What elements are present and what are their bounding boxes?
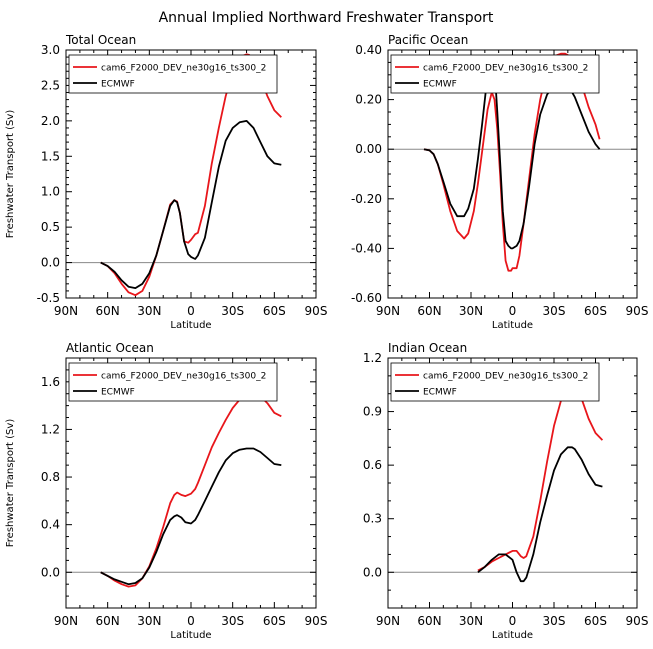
legend-box <box>390 54 600 94</box>
y-tick-label: 1.6 <box>41 375 60 389</box>
y-tick-label: -0.5 <box>37 291 60 305</box>
legend-label: cam6_F2000_DEV_ne30g16_ts300_2 <box>423 64 588 74</box>
y-tick-label: 0.40 <box>355 43 382 57</box>
y-tick-label: 2.0 <box>41 114 60 128</box>
x-tick-label: 90N <box>376 614 400 628</box>
series-line-cam6 <box>100 391 282 588</box>
y-tick-label: 0.8 <box>41 470 60 484</box>
x-tick-label: 0 <box>187 304 195 318</box>
x-tick-label: 60N <box>417 614 441 628</box>
legend-label: ECMWF <box>101 388 135 398</box>
x-tick-label: 0 <box>509 614 517 628</box>
x-tick-label: 90S <box>305 614 328 628</box>
y-tick-label: 0.0 <box>41 565 60 579</box>
x-tick-label: 60N <box>96 304 120 318</box>
x-tick-label: 30N <box>459 304 483 318</box>
x-tick-label: 0 <box>187 614 195 628</box>
legend-label: ECMWF <box>423 80 457 90</box>
y-tick-label: 1.2 <box>363 351 382 365</box>
x-tick-label: 90S <box>305 304 328 318</box>
y-tick-label: 0.5 <box>41 220 60 234</box>
plot-frame <box>65 49 317 299</box>
series-line-ecmwf <box>100 447 282 586</box>
y-tick-label: 0.9 <box>363 405 382 419</box>
y-axis-label: Freshwater Transport (Sv) <box>5 110 16 239</box>
panel-title: Total Ocean <box>65 33 136 47</box>
panel-title: Pacific Ocean <box>388 33 468 47</box>
plot-frame <box>65 357 317 609</box>
legend: cam6_F2000_DEV_ne30g16_ts300_2 ECMWF <box>68 362 278 402</box>
x-tick-label: 30N <box>459 614 483 628</box>
y-tick-label: 0.0 <box>41 256 60 270</box>
y-tick-label: 1.0 <box>41 185 60 199</box>
legend-label: ECMWF <box>101 80 135 90</box>
legend-label: cam6_F2000_DEV_ne30g16_ts300_2 <box>423 372 588 382</box>
panel-title: Indian Ocean <box>388 341 467 355</box>
x-tick-label: 60N <box>417 304 441 318</box>
y-tick-label: 0.00 <box>355 142 382 156</box>
y-axis-label: Freshwater Transport (Sv) <box>5 419 16 548</box>
plot-frame <box>387 49 638 299</box>
x-tick-label: 60S <box>584 304 607 318</box>
y-tick-label: 0.0 <box>363 565 382 579</box>
panel-title: Atlantic Ocean <box>66 341 154 355</box>
y-tick-label: 0.3 <box>363 512 382 526</box>
x-tick-label: 60S <box>584 614 607 628</box>
legend: cam6_F2000_DEV_ne30g16_ts300_2 ECMWF <box>390 362 600 402</box>
y-tick-label: 1.5 <box>41 149 60 163</box>
series-line-cam6 <box>477 383 604 572</box>
y-tick-label: 0.6 <box>363 458 382 472</box>
x-tick-label: 30N <box>137 614 161 628</box>
plot-frame <box>387 357 638 609</box>
x-tick-label: 30N <box>137 304 161 318</box>
y-tick-label: 1.2 <box>41 422 60 436</box>
series-line-ecmwf <box>100 120 282 289</box>
y-tick-label: 0.20 <box>355 93 382 107</box>
y-tick-label: 2.5 <box>41 78 60 92</box>
x-tick-label: 30S <box>221 614 244 628</box>
x-tick-label: 30S <box>221 304 244 318</box>
x-tick-label: 90N <box>54 304 78 318</box>
x-tick-label: 90N <box>54 614 78 628</box>
x-axis-label: Latitude <box>170 630 211 641</box>
legend-label: cam6_F2000_DEV_ne30g16_ts300_2 <box>101 64 266 74</box>
x-tick-label: 30S <box>543 614 566 628</box>
x-axis-label: Latitude <box>492 630 533 641</box>
panel-2: 90N 60N 30N 0 30S 60S 90S -0.60 -0.40 -0.20 0.00 0.… <box>351 33 649 331</box>
legend-box <box>68 54 278 94</box>
legend: cam6_F2000_DEV_ne30g16_ts300_2 ECMWF <box>390 54 600 94</box>
series-line-ecmwf <box>477 446 603 583</box>
x-tick-label: 90N <box>376 304 400 318</box>
panel-1: 90N 60N 30N 0 30S 60S 90S -0.5 0.0 0.5 1.0 1.5 2.0 2.… <box>5 33 327 331</box>
panel-4: 90N 60N 30N 0 30S 60S 90S 0.0 0.3 0.6 0.9 1.2 Indian… <box>363 341 649 641</box>
series-line-cam6 <box>423 52 601 272</box>
panel-3: 90N 60N 30N 0 30S 60S 90S 0.0 0.4 0.8 1.2 1.6 Atlant… <box>5 341 327 641</box>
x-tick-label: 30S <box>543 304 566 318</box>
x-tick-label: 60S <box>263 304 286 318</box>
x-tick-label: 90S <box>626 304 649 318</box>
legend-box <box>390 362 600 402</box>
y-tick-label: 3.0 <box>41 43 60 57</box>
y-tick-label: -0.20 <box>351 192 382 206</box>
x-tick-label: 60S <box>263 614 286 628</box>
figure-title: Annual Implied Northward Freshwater Tran… <box>159 10 494 26</box>
legend: cam6_F2000_DEV_ne30g16_ts300_2 ECMWF <box>68 54 278 94</box>
panels: 90N 60N 30N 0 30S 60S 90S -0.5 0.0 0.5 1.0 1.5 2.0 2.… <box>5 33 648 641</box>
legend-box <box>68 362 278 402</box>
legend-label: cam6_F2000_DEV_ne30g16_ts300_2 <box>101 372 266 382</box>
x-tick-label: 0 <box>509 304 517 318</box>
legend-label: ECMWF <box>423 388 457 398</box>
y-tick-label: -0.60 <box>351 291 382 305</box>
x-axis-label: Latitude <box>492 320 533 331</box>
x-tick-label: 90S <box>626 614 649 628</box>
x-axis-label: Latitude <box>170 320 211 331</box>
x-tick-label: 60N <box>96 614 120 628</box>
y-tick-label: 0.4 <box>41 518 60 532</box>
y-tick-label: -0.40 <box>351 241 382 255</box>
